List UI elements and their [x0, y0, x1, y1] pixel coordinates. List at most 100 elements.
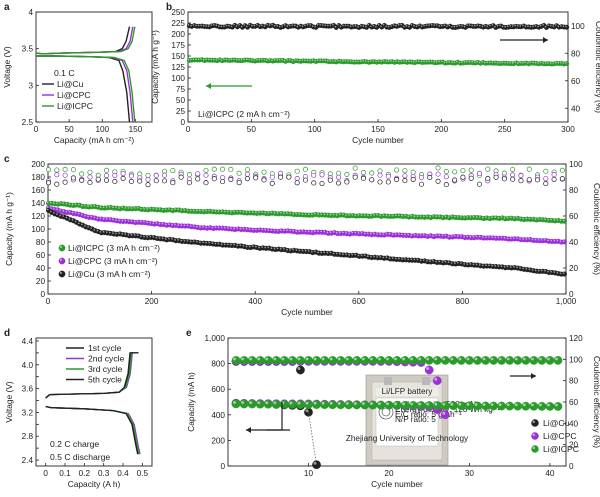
capacity-point-shine — [311, 230, 313, 233]
capacity-point-shine — [391, 233, 394, 236]
capacity-point-shine — [352, 60, 354, 63]
capacity-point-shine — [205, 226, 208, 229]
capacity-point-shine — [345, 401, 349, 405]
legend-label: Li@CPC (3 mA h cm⁻²) — [68, 256, 158, 266]
ce-point — [170, 167, 176, 174]
capacity-point-shine — [161, 208, 164, 211]
capacity-point-shine — [503, 266, 506, 268]
ce-point — [87, 169, 93, 175]
capacity-point-shine — [544, 62, 547, 64]
capacity-point-shine — [555, 403, 558, 407]
capacity-point-shine — [501, 61, 504, 64]
capacity-point-shine — [164, 238, 167, 240]
ce-point — [103, 172, 110, 179]
ce-point — [476, 170, 483, 177]
capacity-point-shine — [56, 208, 58, 210]
capacity-point — [400, 400, 410, 410]
capacity-point-shine — [311, 59, 314, 61]
ce-point — [186, 180, 192, 186]
capacity-point-shine — [243, 58, 246, 61]
capacity-point-shine — [542, 62, 544, 64]
y-tick-label: 60 — [36, 251, 46, 260]
capacity-point-shine — [382, 59, 385, 62]
capacity-point-shine — [335, 231, 338, 234]
ce-point-shine — [446, 25, 448, 27]
capacity-point-shine — [460, 262, 462, 264]
capacity-point-shine — [519, 267, 521, 269]
capacity-point-shine — [550, 218, 553, 221]
capacity-point-shine — [435, 234, 438, 237]
ce-point-shine — [283, 24, 286, 26]
capacity-point-shine — [448, 60, 451, 63]
capacity-point-shine — [245, 58, 248, 61]
capacity-point-shine — [223, 210, 226, 213]
capacity-point-shine — [398, 214, 400, 216]
ce-point — [296, 365, 305, 375]
ce-point-shine — [476, 24, 479, 26]
capacity-point-shine — [65, 216, 68, 219]
capacity-point-shine — [497, 236, 500, 239]
ce-point-shine — [433, 24, 435, 26]
ce-point-shine — [329, 24, 332, 27]
ce-point — [457, 356, 466, 365]
capacity-point-shine — [351, 231, 354, 234]
capacity-point-shine — [522, 267, 525, 270]
ce-point-shine — [542, 23, 544, 26]
capacity-point — [231, 399, 241, 409]
capacity-point — [537, 402, 547, 411]
capacity-point-shine — [482, 403, 486, 406]
capacity-point-shine — [513, 217, 515, 219]
capacity-point-shine — [245, 211, 248, 213]
capacity-point-shine — [149, 235, 152, 238]
legend-marker-shine — [532, 433, 535, 436]
capacity-point-shine — [136, 206, 139, 209]
ce-point — [62, 172, 68, 178]
ce-point-shine — [281, 25, 283, 27]
capacity-point-shine — [218, 58, 220, 60]
capacity-point-shine — [382, 256, 385, 259]
y2-tick-label: 80 — [571, 49, 581, 58]
ce-point — [443, 169, 449, 175]
capacity-point-shine — [248, 228, 251, 231]
capacity-point-shine — [108, 205, 111, 208]
ce-point-shine — [367, 23, 370, 26]
capacity-point-shine — [174, 239, 176, 241]
capacity-point-shine — [491, 61, 494, 64]
capacity-point-shine — [297, 401, 301, 405]
y2-tick-label: 60 — [569, 212, 579, 221]
capacity-point-shine — [509, 266, 512, 268]
capacity-point-shine — [133, 220, 136, 223]
capacity-point-shine — [326, 60, 329, 62]
ce-point-shine — [538, 357, 542, 361]
ce-point-shine — [484, 24, 486, 27]
capacity-point-shine — [276, 247, 279, 250]
capacity-point-shine — [189, 240, 192, 243]
ce-point — [203, 172, 209, 178]
capacity-point-shine — [177, 208, 180, 211]
capacity-point-shine — [388, 232, 391, 235]
capacity-point-shine — [304, 59, 306, 62]
ce-point-shine — [434, 357, 438, 361]
capacity-point-shine — [324, 59, 327, 61]
ce-point-shine — [357, 25, 359, 28]
capacity-point-shine — [267, 229, 270, 231]
capacity-point-shine — [77, 212, 80, 215]
ce-point — [465, 356, 474, 365]
ce-point — [247, 356, 257, 365]
capacity-point-shine — [261, 58, 263, 61]
x-tick-label: 50 — [247, 125, 257, 134]
capacity-point-shine — [494, 264, 497, 267]
capacity-point-shine — [496, 61, 499, 64]
capacity-point-shine — [491, 264, 493, 267]
y2-tick-label: 40 — [571, 104, 581, 113]
capacity-point-shine — [233, 58, 235, 61]
capacity-point — [473, 401, 482, 411]
capacity-point-shine — [476, 60, 479, 63]
capacity-point-shine — [56, 213, 58, 215]
ce-point-shine — [402, 25, 405, 28]
legend-label: 2nd cycle — [88, 354, 125, 364]
capacity-point-shine — [363, 214, 366, 216]
capacity-point-shine — [248, 58, 251, 61]
capacity-point-shine — [385, 232, 388, 235]
capacity-point-shine — [525, 217, 528, 220]
